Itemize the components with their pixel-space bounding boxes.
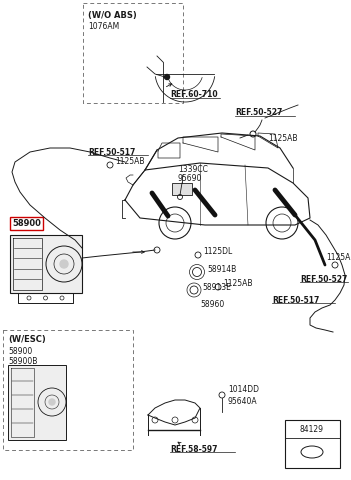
Bar	[10, 235, 82, 293]
Text: 1014DD: 1014DD	[228, 385, 259, 395]
Bar	[83, 3, 183, 103]
Circle shape	[60, 260, 68, 268]
Text: 58900B: 58900B	[8, 357, 37, 366]
Text: REF.50-517: REF.50-517	[88, 148, 135, 157]
Text: (W/ESC): (W/ESC)	[8, 335, 46, 344]
Bar	[285, 420, 340, 468]
Text: 58900: 58900	[12, 218, 41, 228]
Text: 1125AB: 1125AB	[326, 253, 351, 263]
Text: 1076AM: 1076AM	[88, 22, 119, 31]
Text: 58960: 58960	[200, 300, 224, 309]
Text: 1125AB: 1125AB	[268, 134, 298, 143]
Text: REF.60-710: REF.60-710	[170, 90, 218, 99]
Text: 1125DL: 1125DL	[203, 248, 232, 256]
Text: REF.50-527: REF.50-527	[300, 275, 347, 284]
Text: (W/O ABS): (W/O ABS)	[88, 11, 137, 20]
Text: 58914B: 58914B	[207, 264, 236, 274]
Text: 95690: 95690	[178, 174, 203, 183]
Text: 1125AB: 1125AB	[223, 279, 252, 288]
Text: REF.58-597: REF.58-597	[170, 445, 218, 454]
Text: 58913E: 58913E	[202, 283, 231, 291]
Bar	[8, 365, 66, 440]
Bar	[10, 217, 43, 230]
Text: 95640A: 95640A	[228, 397, 258, 407]
Text: 84129: 84129	[300, 425, 324, 434]
Bar	[172, 183, 192, 195]
Text: REF.50-517: REF.50-517	[272, 296, 319, 305]
Bar	[3, 330, 133, 450]
Text: REF.50-527: REF.50-527	[235, 108, 282, 117]
Text: 58900: 58900	[8, 347, 32, 356]
Circle shape	[49, 399, 55, 405]
Text: 1339CC: 1339CC	[178, 165, 208, 174]
Text: 1125AB: 1125AB	[115, 156, 145, 166]
Circle shape	[165, 74, 170, 80]
